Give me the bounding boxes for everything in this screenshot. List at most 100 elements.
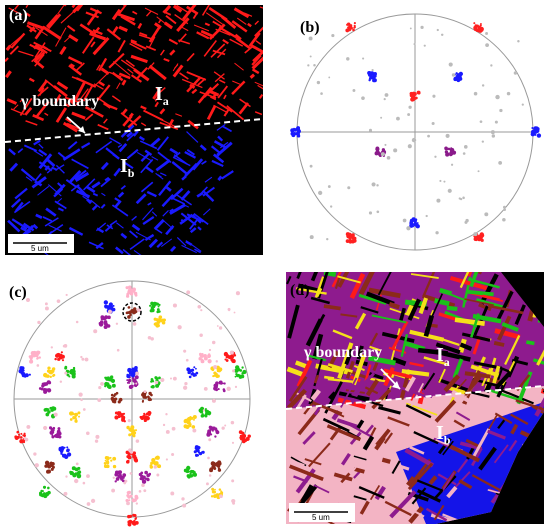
grain-lath — [383, 368, 413, 380]
pole-spot — [368, 77, 372, 80]
grain-lath — [179, 72, 189, 80]
pole-spot — [123, 420, 126, 423]
highlight-circle — [122, 302, 142, 322]
grain-lath — [90, 199, 101, 209]
grain-lath — [222, 38, 229, 45]
pole-spot — [239, 374, 243, 379]
pole-spot — [186, 474, 191, 478]
pole-spot — [66, 373, 70, 377]
panel-c: (c) — [5, 272, 260, 527]
pole-spot — [370, 71, 375, 76]
grain-lath — [191, 88, 198, 95]
grain-lath — [365, 291, 395, 306]
pole-spot — [75, 320, 79, 324]
grain-lath — [9, 45, 19, 55]
pole-spot — [320, 92, 323, 95]
pole-spot — [195, 374, 197, 377]
grain-lath — [83, 178, 96, 191]
pole-spot — [126, 381, 130, 384]
pole-spot — [26, 374, 29, 377]
pole-spot — [70, 412, 73, 415]
grain-lath — [478, 446, 497, 471]
pole-spot — [126, 494, 129, 497]
grain-lath — [144, 149, 153, 156]
pole-spot — [162, 423, 166, 427]
pole-spot — [231, 358, 236, 363]
pole-spot — [318, 190, 323, 195]
grain-lath — [193, 212, 209, 225]
pole-spot — [35, 350, 41, 355]
pole-spot — [41, 382, 45, 386]
pole-spot — [165, 413, 168, 416]
grain-lath — [421, 372, 436, 392]
grain-lath — [464, 298, 494, 306]
pole-spot — [16, 430, 20, 434]
grain-lath — [95, 241, 104, 250]
pole-spot — [231, 479, 235, 483]
grain-lath — [494, 412, 513, 425]
grain-lath — [196, 31, 210, 40]
pole-spot — [191, 425, 196, 429]
pole-spot — [308, 36, 313, 41]
grain-lath — [79, 23, 95, 35]
grain-lath — [257, 84, 263, 90]
pole-spot — [133, 308, 137, 311]
pole-spot — [479, 120, 483, 124]
pole-spot — [133, 513, 137, 517]
pole-spot — [531, 127, 534, 129]
grain-lath — [23, 144, 38, 152]
pole-spot — [313, 63, 316, 67]
grain-lath — [75, 62, 85, 71]
pole-spot — [209, 427, 213, 431]
grain-lath — [171, 160, 189, 176]
grain-lath — [455, 411, 471, 421]
pole-spot — [128, 427, 134, 432]
grain-lath — [168, 38, 179, 45]
pole-spot — [132, 322, 137, 326]
grain-lath — [126, 148, 139, 160]
grain-lath — [213, 71, 225, 80]
pole-spot — [423, 44, 426, 47]
pole-spot — [243, 438, 248, 443]
grain-lath — [390, 320, 409, 351]
grain-lath — [117, 5, 127, 15]
grain-lath — [144, 233, 155, 242]
grain-lath — [217, 101, 233, 113]
pole-spot — [134, 375, 139, 380]
pole-spot — [232, 501, 236, 505]
pole-spot — [97, 398, 102, 402]
grain-lath — [392, 357, 407, 367]
grain-lath — [327, 377, 355, 384]
pole-spot — [194, 453, 199, 457]
pole-spot — [503, 208, 506, 211]
pole-spot — [477, 28, 482, 33]
pole-spot — [20, 432, 23, 435]
grain-lath — [290, 394, 307, 419]
grain-lath — [75, 189, 91, 199]
pole-spot — [47, 464, 52, 469]
pole-spot — [103, 462, 107, 465]
grain-lath — [186, 148, 196, 156]
pole-spot — [513, 71, 518, 75]
grain-lath — [73, 81, 86, 102]
grain-lath — [169, 208, 174, 213]
pole-spot — [65, 293, 68, 297]
pole-spot — [143, 393, 146, 397]
pole-spot — [155, 322, 158, 325]
grain-lath — [76, 5, 84, 12]
grain-lath — [251, 68, 260, 75]
grain-lath — [154, 101, 159, 108]
pole-spot — [473, 27, 478, 32]
grain-lath — [408, 506, 425, 524]
grain-lath — [438, 378, 469, 392]
grain-lath — [493, 444, 509, 464]
pole-spot — [208, 438, 212, 442]
pole-spot — [352, 89, 356, 92]
grain-lath — [423, 314, 435, 337]
pole-spot — [49, 461, 53, 464]
pole-spot — [119, 414, 123, 418]
pole-spot — [57, 427, 61, 431]
grain-lath — [308, 354, 327, 362]
grain-lath — [143, 109, 164, 122]
grain-lath — [151, 211, 158, 217]
